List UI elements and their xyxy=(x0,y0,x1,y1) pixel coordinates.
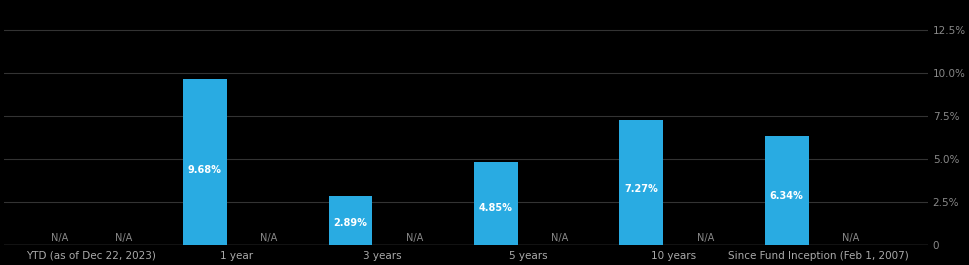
Text: 2.89%: 2.89% xyxy=(333,218,367,228)
Text: N/A: N/A xyxy=(260,233,277,243)
Text: 7.27%: 7.27% xyxy=(624,184,658,194)
Text: 6.34%: 6.34% xyxy=(769,191,802,201)
Text: N/A: N/A xyxy=(114,233,132,243)
Bar xyxy=(474,162,517,245)
Text: N/A: N/A xyxy=(550,233,568,243)
Bar xyxy=(183,78,227,245)
Bar xyxy=(328,196,372,245)
Text: N/A: N/A xyxy=(841,233,859,243)
Bar xyxy=(619,120,663,245)
Text: 9.68%: 9.68% xyxy=(188,165,222,175)
Bar xyxy=(765,136,808,245)
Text: N/A: N/A xyxy=(696,233,713,243)
Text: N/A: N/A xyxy=(405,233,422,243)
Text: N/A: N/A xyxy=(50,233,68,243)
Text: 4.85%: 4.85% xyxy=(479,203,513,213)
